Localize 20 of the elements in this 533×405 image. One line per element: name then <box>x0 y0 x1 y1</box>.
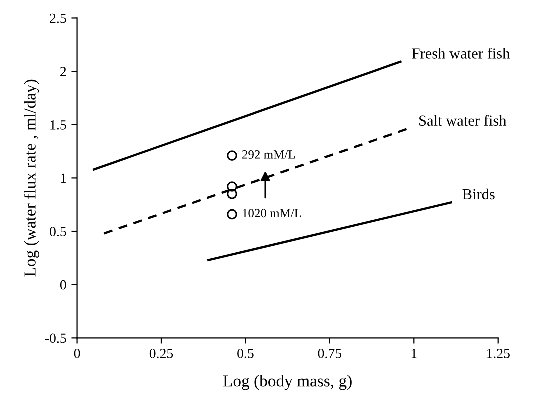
x-tick-label: 0 <box>74 348 80 358</box>
x-tick-label: 0.5 <box>238 348 254 358</box>
series-label: Birds <box>462 188 495 200</box>
y-tick-label: 2 <box>60 67 66 76</box>
x-axis-title: Log (body mass, g) <box>223 375 352 390</box>
y-tick-label: 0 <box>60 280 66 290</box>
y-tick-label: 0.5 <box>50 227 66 237</box>
x-tick-label: 1 <box>412 349 417 358</box>
series-label: Fresh water fish <box>412 48 510 59</box>
series-label: Salt water fish <box>420 115 507 126</box>
x-tick-label: 0.75 <box>318 348 342 358</box>
x-tick-label: 0.25 <box>150 348 174 358</box>
y-tick-label: -0.5 <box>45 334 66 344</box>
y-tick-label: 1 <box>61 174 66 184</box>
annotation: 1020 mM/L <box>243 209 302 218</box>
annotation: 292 mM/L <box>242 150 296 159</box>
y-axis-title: Log (water flux rate , ml/day) <box>24 80 40 277</box>
y-tick-label: 2.5 <box>50 14 66 24</box>
x-tick-label: 1.25 <box>487 349 510 358</box>
y-tick-label: 1.5 <box>50 120 66 130</box>
